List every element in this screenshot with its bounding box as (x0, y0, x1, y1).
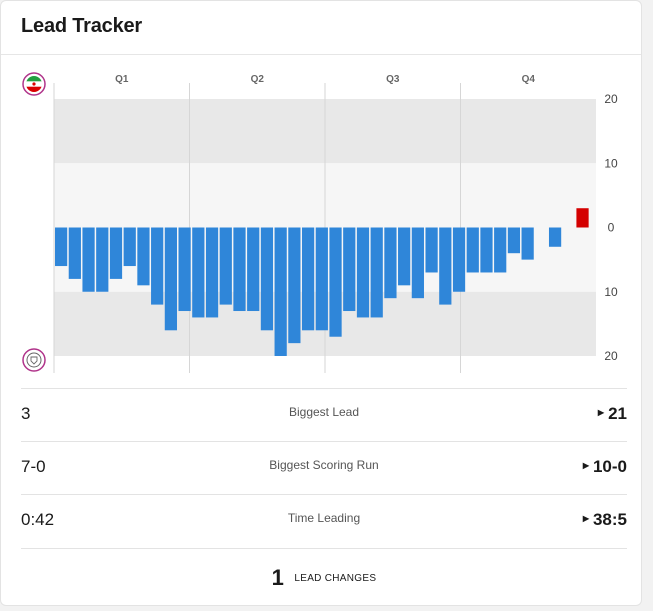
lead-bar (55, 227, 68, 267)
lead-bar (315, 227, 328, 331)
stat-row-time-leading: 0:42 Time Leading ▶ 38:5 (21, 494, 627, 547)
lead-bar (68, 227, 81, 279)
quarter-label: Q4 (522, 74, 536, 85)
lead-bar (329, 227, 342, 337)
lead-bar (96, 227, 109, 292)
quarter-label: Q2 (251, 74, 265, 85)
lead-tracker-card: Lead Tracker Q1 Q2 Q3 Q4 20 10 0 10 20 (0, 0, 642, 606)
stat-label: Biggest Scoring Run (269, 458, 379, 472)
lead-bar (274, 227, 287, 356)
home-biggest-lead: ▶ 21 (597, 404, 627, 423)
lead-bar (425, 227, 438, 273)
lead-bar (288, 227, 301, 344)
lead-bar (507, 227, 521, 254)
away-scoring-run: 7-0 (21, 457, 46, 476)
lead-changes-label: LEAD CHANGES (294, 572, 377, 584)
y-tick-label: 20 (604, 349, 618, 363)
home-scoring-run: ▶ 10-0 (582, 457, 627, 476)
lead-bar (178, 227, 191, 312)
lead-bar (137, 227, 150, 286)
lead-bar (192, 227, 205, 318)
lead-bar (370, 227, 383, 318)
lead-bar (301, 227, 315, 331)
lead-bar (247, 227, 260, 312)
lead-bar (384, 227, 397, 299)
lead-bar (233, 227, 246, 312)
away-biggest-lead: 3 (21, 404, 31, 423)
lead-bar (260, 227, 274, 331)
lead-bar (164, 227, 177, 331)
lead-bar (109, 227, 123, 279)
lead-bar (123, 227, 136, 267)
team-crest-logo (22, 348, 46, 372)
stat-row-biggest-scoring-run: 7-0 Biggest Scoring Run ▶ 10-0 (21, 441, 627, 494)
away-time-leading: 0:42 (21, 510, 55, 529)
stat-row-biggest-lead: 3 Biggest Lead ▶ 21 (21, 388, 627, 441)
stat-label: Time Leading (287, 511, 361, 525)
lead-bar (494, 227, 507, 273)
lead-bar (576, 208, 589, 228)
y-tick-label: 10 (604, 156, 618, 170)
y-tick-label: 10 (604, 285, 618, 299)
lead-bar (343, 227, 356, 312)
lead-tracker-chart: Q1 Q2 Q3 Q4 20 10 0 10 20 (22, 72, 618, 373)
quarter-label: Q3 (386, 74, 400, 85)
lead-bar (439, 227, 452, 305)
lead-bar (151, 227, 164, 305)
lead-bar (480, 227, 493, 273)
caret-right-icon: ▶ (582, 461, 589, 471)
y-tick-label: 0 (608, 221, 615, 235)
lead-bar (411, 227, 424, 299)
lead-bar (466, 227, 479, 273)
quarter-label: Q1 (115, 74, 129, 85)
lead-bar (548, 227, 562, 247)
lead-bar (521, 227, 534, 260)
caret-right-icon: ▶ (582, 514, 589, 524)
lead-bar (452, 227, 466, 292)
lead-changes-count: 1 (271, 565, 284, 590)
stat-label: Biggest Lead (288, 405, 360, 419)
title-divider (1, 54, 641, 55)
lead-bar (219, 227, 232, 305)
lead-bar (82, 227, 95, 292)
caret-right-icon: ▶ (597, 408, 605, 418)
lead-bar (205, 227, 219, 318)
lead-bar (398, 227, 411, 286)
home-time-leading: ▶ 38:5 (582, 510, 627, 529)
iran-flag-logo (22, 72, 46, 96)
lead-bar (356, 227, 370, 318)
y-tick-label: 20 (604, 92, 618, 106)
lead-changes-footer: 1 LEAD CHANGES (21, 548, 627, 607)
card-title: Lead Tracker (21, 15, 143, 37)
